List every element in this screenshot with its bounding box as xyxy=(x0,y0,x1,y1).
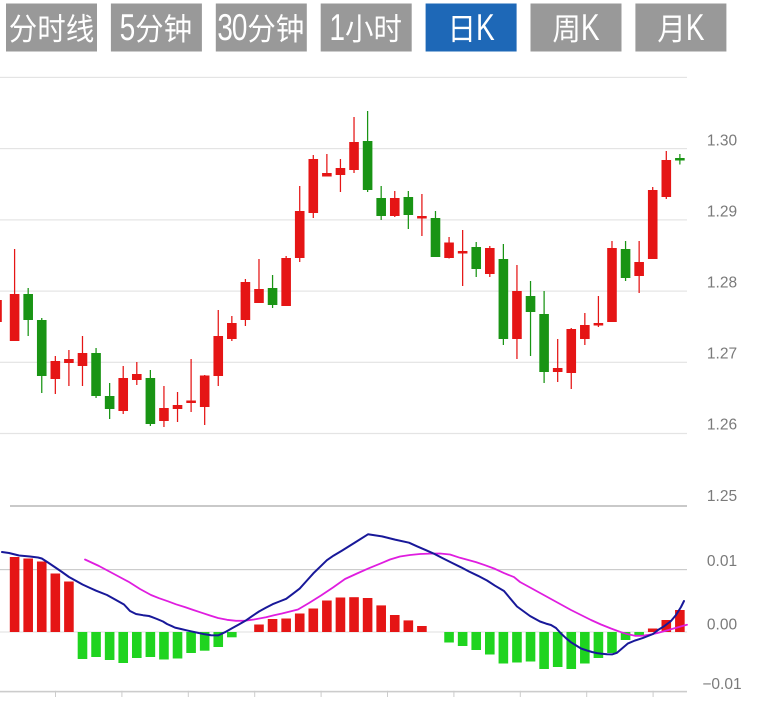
svg-text:1.30: 1.30 xyxy=(707,133,738,150)
svg-text:1.27: 1.27 xyxy=(707,346,737,363)
svg-text:1.28: 1.28 xyxy=(707,275,737,292)
svg-text:1.26: 1.26 xyxy=(707,417,737,434)
svg-text:0.01: 0.01 xyxy=(707,553,737,570)
svg-text:−0.01: −0.01 xyxy=(702,676,741,693)
svg-text:0.00: 0.00 xyxy=(707,617,738,634)
svg-text:1.29: 1.29 xyxy=(707,204,737,221)
svg-text:1.25: 1.25 xyxy=(707,488,737,505)
